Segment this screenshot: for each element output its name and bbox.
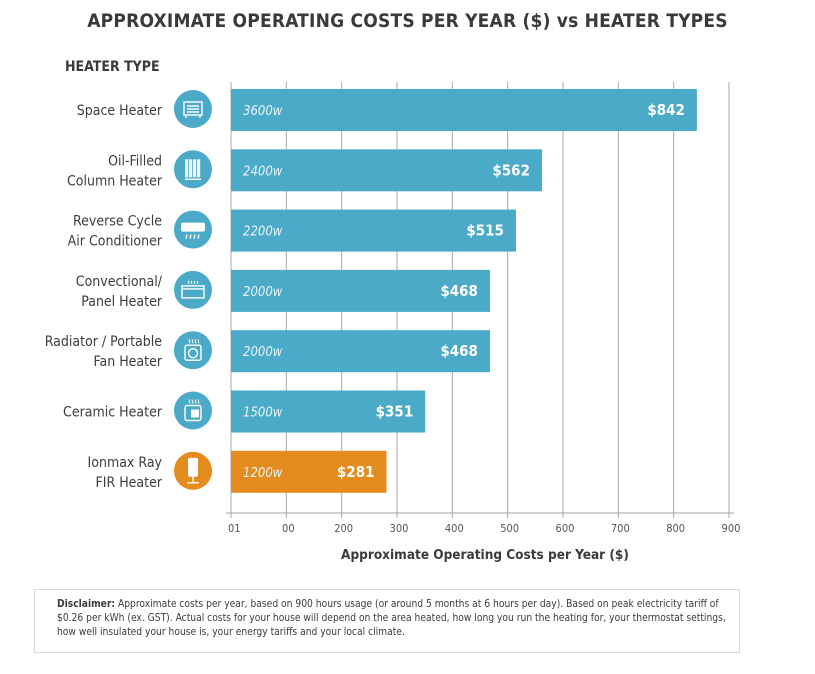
wattage-label: 1200w — [243, 466, 283, 481]
fan-heater-icon — [174, 331, 212, 370]
wattage-label: 2200w — [243, 225, 283, 240]
category-label: Panel Heater — [81, 294, 163, 310]
wattage-label: 3600w — [243, 104, 283, 119]
x-axis-title: Approximate Operating Costs per Year ($) — [341, 547, 629, 563]
category-label: Fan Heater — [94, 354, 163, 370]
value-label: $468 — [440, 282, 478, 300]
category-label: Ceramic Heater — [63, 405, 163, 421]
wattage-label: 2000w — [243, 285, 283, 300]
oil-column-heater-icon — [174, 150, 212, 189]
wattage-label: 1500w — [243, 406, 283, 421]
x-tick-label: 600 — [556, 522, 575, 535]
value-label: $281 — [337, 463, 375, 481]
value-label: $842 — [647, 101, 685, 119]
y-axis-title: HEATER TYPE — [65, 59, 160, 75]
fir-heater-icon — [174, 451, 212, 490]
value-label: $515 — [466, 222, 504, 240]
chart-title: APPROXIMATE OPERATING COSTS PER YEAR ($)… — [87, 10, 728, 32]
disclaimer-text: Approximate costs per year, based on 900… — [57, 599, 726, 638]
category-label: Space Heater — [77, 103, 163, 119]
ceramic-heater-icon — [174, 391, 212, 430]
value-label: $468 — [440, 342, 478, 360]
x-tick-label: 700 — [611, 522, 630, 535]
bar — [231, 330, 490, 373]
bar — [231, 269, 490, 312]
category-label: Oil-Filled — [108, 153, 162, 169]
bar — [231, 149, 542, 192]
x-tick-label: 400 — [445, 522, 464, 535]
disclaimer-box: Disclaimer: Approximate costs per year, … — [34, 589, 740, 653]
bar — [231, 209, 516, 252]
disclaimer-label: Disclaimer: — [57, 599, 116, 610]
bar — [231, 390, 426, 433]
x-tick-label: 00 — [282, 522, 295, 535]
wattage-label: 2000w — [243, 345, 283, 360]
x-tick-label: 01 — [228, 522, 241, 535]
x-tick-label: 900 — [722, 522, 741, 535]
category-label: Reverse Cycle — [73, 214, 162, 230]
bar — [231, 89, 697, 131]
category-label: Convectional/ — [76, 274, 163, 290]
wattage-label: 2400w — [243, 164, 283, 179]
x-tick-label: 800 — [666, 522, 685, 535]
bar — [231, 450, 387, 493]
category-label: Column Heater — [67, 173, 163, 189]
air-conditioner-icon — [174, 210, 212, 249]
x-tick-label: 300 — [390, 522, 409, 535]
space-heater-icon — [174, 90, 212, 128]
value-label: $351 — [376, 403, 414, 421]
x-tick-label: 200 — [334, 522, 353, 535]
category-label: Radiator / Portable — [45, 334, 163, 350]
category-label: Air Conditioner — [68, 234, 163, 250]
category-label: Ionmax Ray — [88, 455, 163, 471]
x-tick-label: 500 — [500, 522, 519, 535]
value-label: $562 — [492, 161, 530, 179]
panel-heater-icon — [174, 270, 212, 309]
category-label: FIR Heater — [95, 475, 162, 491]
